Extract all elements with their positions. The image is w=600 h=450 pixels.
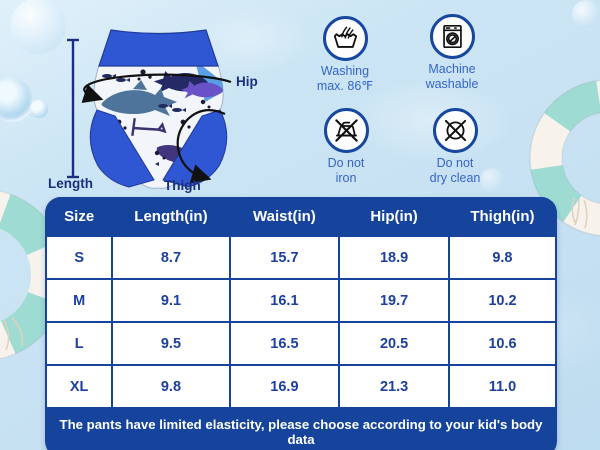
value-cell: 9.5 — [111, 321, 231, 366]
column-header-length: Length(in) — [112, 197, 230, 236]
lifebuoy-rope — [571, 197, 588, 229]
bubble-decoration — [30, 100, 48, 118]
value-cell: 15.7 — [228, 235, 341, 280]
value-cell: 16.1 — [228, 278, 341, 323]
value-cell: 10.2 — [447, 278, 557, 323]
thigh-arrow — [176, 109, 226, 184]
care-label-line: Machine — [428, 62, 476, 76]
value-cell: 16.5 — [228, 321, 341, 366]
value-cell: 19.7 — [338, 278, 450, 323]
bubble-decoration — [480, 168, 504, 192]
care-label-line: max. 86℉ — [316, 79, 374, 93]
column-header-thigh: Thigh(in) — [448, 197, 556, 236]
value-cell: 10.6 — [447, 321, 557, 366]
care-label-line: Do not — [436, 156, 474, 170]
care-label-line: Do not — [327, 156, 365, 170]
table-row: L 9.5 16.5 20.5 10.6 — [45, 321, 557, 366]
value-cell: 16.9 — [228, 364, 341, 409]
hand-wash-icon — [322, 16, 368, 61]
value-cell: 9.8 — [447, 235, 557, 280]
size-cell: L — [45, 321, 114, 366]
column-header-hip: Hip(in) — [339, 197, 449, 236]
value-cell: 9.1 — [111, 278, 231, 323]
table-header-row: Size Length(in) Waist(in) Hip(in) Thigh(… — [46, 197, 556, 236]
column-header-size: Size — [46, 197, 113, 236]
bubble-decoration — [0, 78, 34, 122]
bubble-decoration — [572, 0, 600, 28]
care-label-line: Washing — [320, 64, 370, 78]
care-item-hand-wash: Washing max. 86℉ — [289, 16, 401, 94]
hip-arrow — [81, 73, 232, 104]
size-cell: M — [45, 278, 114, 323]
pants-waistband — [98, 29, 219, 67]
care-label-line: washable — [425, 77, 479, 91]
thigh-label: Thigh — [164, 178, 201, 193]
pants-illustration — [67, 29, 232, 189]
value-cell: 9.8 — [111, 364, 231, 409]
column-header-waist: Waist(in) — [229, 197, 340, 236]
table-row: S 8.7 15.7 18.9 9.8 — [45, 235, 557, 280]
care-item-machine-washable: Machine washable — [396, 14, 508, 92]
table-row: M 9.1 16.1 19.7 10.2 — [45, 278, 557, 323]
table-row: XL 9.8 16.9 21.3 11.0 — [45, 364, 557, 409]
length-arrow — [67, 38, 79, 179]
length-label: Length — [48, 176, 93, 191]
size-cell: XL — [45, 364, 114, 409]
care-label-line: iron — [335, 171, 357, 185]
value-cell: 11.0 — [447, 364, 557, 409]
care-item-do-not-dry-clean: Do not dry clean — [399, 108, 511, 186]
lifebuoy-decoration-right — [529, 79, 600, 237]
pants-left-cuff — [89, 109, 155, 188]
size-chart-table: Size Length(in) Waist(in) Hip(in) Thigh(… — [45, 197, 557, 450]
do-not-iron-icon — [323, 108, 369, 153]
value-cell: 8.7 — [111, 235, 231, 280]
value-cell: 20.5 — [338, 321, 450, 366]
lifebuoy-rope — [3, 317, 24, 351]
care-item-do-not-iron: Do not iron — [290, 108, 402, 186]
elasticity-note: The pants have limited elasticity, pleas… — [59, 417, 543, 447]
do-not-dry-clean-icon — [432, 108, 478, 153]
washing-machine-icon — [429, 14, 475, 59]
bubble-decoration — [10, 0, 66, 54]
value-cell: 18.9 — [338, 235, 450, 280]
size-cell: S — [45, 235, 114, 280]
care-label-line: dry clean — [429, 171, 481, 185]
hip-label: Hip — [236, 74, 258, 89]
value-cell: 21.3 — [338, 364, 450, 409]
